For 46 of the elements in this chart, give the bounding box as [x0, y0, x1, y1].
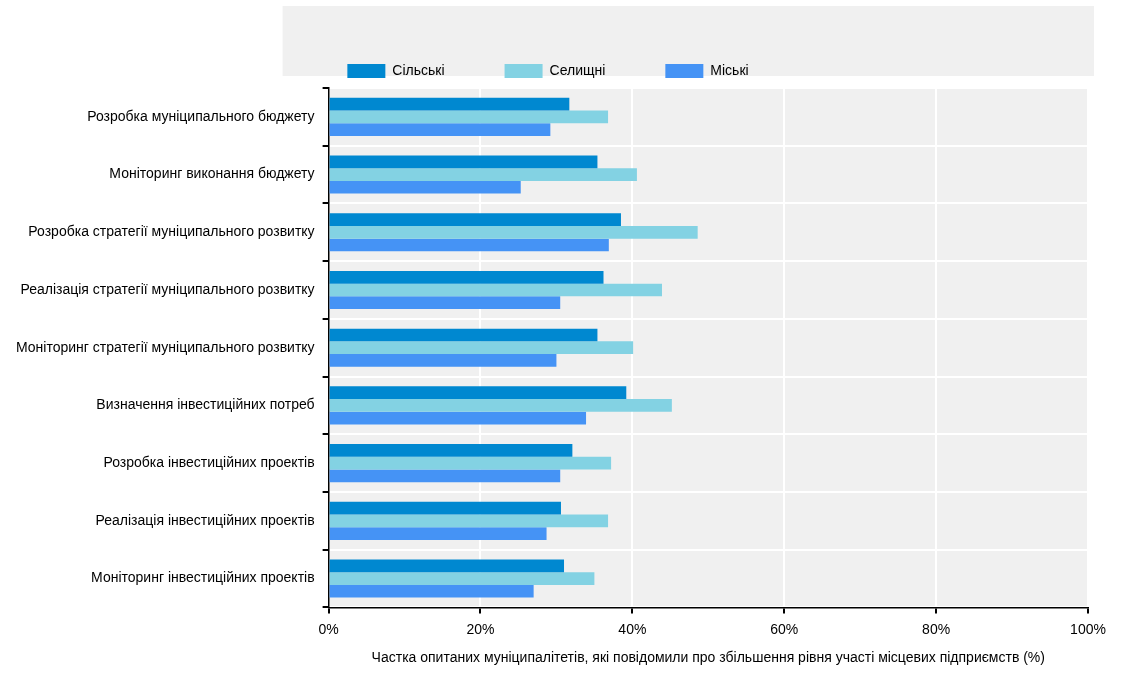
- bar: [329, 399, 672, 412]
- y-tick-label: Реалізація стратегії муніципального розвитку: [20, 280, 315, 297]
- x-tick-label: 40%: [618, 620, 647, 637]
- y-tick-label: Розробка стратегії муніципального розвитку: [28, 223, 315, 240]
- bar: [329, 213, 621, 226]
- x-tick-label: 60%: [770, 620, 799, 637]
- bar: [329, 97, 570, 111]
- bar: [329, 168, 637, 181]
- bar: [329, 328, 598, 342]
- bar: [329, 341, 634, 355]
- x-axis-title: Частка опитаних муніципалітетів, які повідомили про збільшення рівня участі місцевих підприємств (%): [371, 649, 1045, 666]
- bar: [329, 270, 604, 284]
- bar: [329, 296, 561, 310]
- bar: [329, 584, 534, 598]
- bar: [329, 110, 609, 124]
- bar: [329, 283, 662, 297]
- y-tick-label: Розробка інвестиційних проектів: [103, 453, 315, 470]
- bar: [329, 572, 595, 585]
- legend-label: Міські: [710, 61, 749, 78]
- y-tick-label: Моніторинг виконання бюджету: [109, 165, 315, 182]
- legend-label: Селищні: [549, 61, 606, 78]
- y-tick-label: Моніторинг інвестиційних проектів: [91, 569, 315, 586]
- bar: [329, 559, 565, 573]
- bar: [329, 354, 557, 367]
- bar: [329, 514, 609, 528]
- y-tick-label: Визначення інвестиційних потреб: [96, 396, 315, 413]
- bar: [329, 180, 521, 194]
- bar: [329, 411, 587, 425]
- bar: [329, 456, 612, 470]
- x-tick-label: 20%: [466, 620, 495, 637]
- bar: [329, 501, 561, 515]
- x-tick-label: 80%: [922, 620, 951, 637]
- bar: [329, 444, 573, 457]
- bar: [329, 469, 561, 483]
- bar: [329, 238, 609, 252]
- legend-label: Сільські: [392, 61, 445, 78]
- y-tick-label: Реалізація інвестиційних проектів: [95, 511, 315, 528]
- x-tick-label: 0%: [318, 620, 339, 637]
- bar: [329, 155, 598, 169]
- y-tick-label: Моніторинг стратегії муніципального розвитку: [16, 338, 315, 355]
- bar: [329, 123, 551, 136]
- bar: [329, 386, 627, 400]
- y-tick-label: Розробка муніципального бюджету: [87, 107, 315, 124]
- bar: [329, 225, 698, 239]
- bar: [329, 527, 547, 540]
- x-tick-label: 100%: [1070, 620, 1106, 637]
